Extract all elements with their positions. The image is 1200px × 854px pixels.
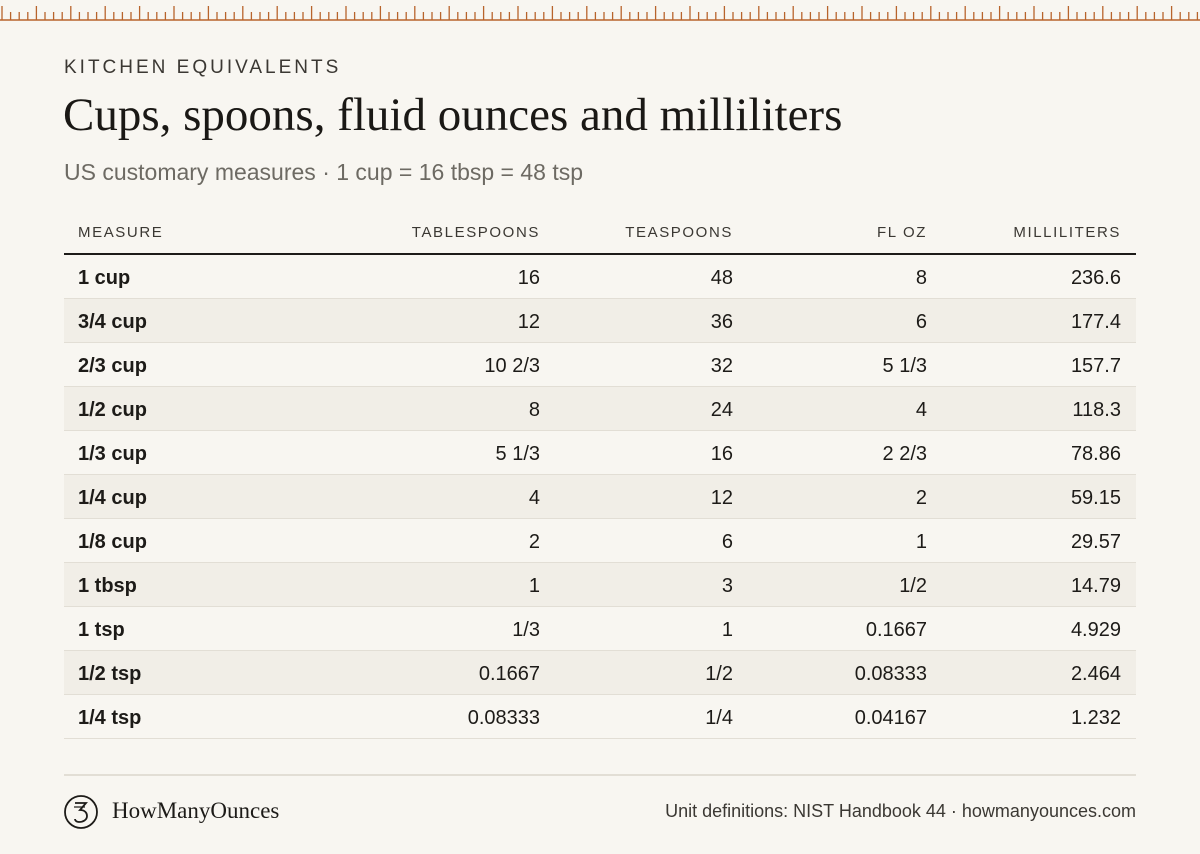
eyebrow: KITCHEN EQUIVALENTS — [64, 57, 342, 78]
table-row: 1/2 cup 8 24 4 118.3 — [64, 387, 1136, 431]
table-cell: 1 — [528, 575, 540, 597]
row-label: 1 tbsp — [78, 575, 137, 597]
table-cell: 1/3 — [512, 619, 540, 641]
table-cell: 118.3 — [1072, 399, 1121, 421]
table-cell: 5 1/3 — [882, 355, 927, 377]
table-row: 1 cup 16 48 8 236.6 — [64, 255, 1136, 299]
table-cell: 4 — [915, 399, 927, 421]
table-cell: 2 2/3 — [882, 443, 927, 465]
row-label: 1 tsp — [78, 619, 125, 641]
row-label: 3/4 cup — [78, 311, 147, 333]
row-label: 2/3 cup — [78, 355, 147, 377]
row-label: 1 cup — [78, 267, 131, 289]
row-label: 1/2 cup — [78, 399, 147, 421]
table-cell: 177.4 — [1070, 311, 1121, 333]
column-header: TEASPOONS — [625, 224, 733, 241]
ruler-decoration — [0, 6, 1200, 21]
column-header: FL OZ — [877, 224, 927, 241]
row-label: 1/4 cup — [78, 487, 147, 509]
table-cell: 59.15 — [1070, 487, 1121, 509]
table-cell: 24 — [710, 399, 733, 421]
table-cell: 78.86 — [1070, 443, 1121, 465]
table-cell: 1 — [721, 619, 733, 641]
table-cell: 0.08333 — [854, 663, 927, 685]
table-cell: 0.04167 — [854, 707, 927, 729]
table-cell: 8 — [915, 267, 927, 289]
subtitle: US customary measures · 1 cup = 16 tbsp … — [64, 159, 584, 185]
table-cell: 0.08333 — [467, 707, 540, 729]
table-row: 1/3 cup 5 1/3 16 2 2/3 78.86 — [64, 431, 1136, 475]
table-cell: 157.7 — [1070, 355, 1121, 377]
column-header: TABLESPOONS — [411, 224, 540, 241]
table-cell: 2 — [915, 487, 927, 509]
table-row: 1/4 cup 4 12 2 59.15 — [64, 475, 1136, 519]
table-row: 1/2 tsp 0.1667 1/2 0.08333 2.464 — [64, 651, 1136, 695]
table-row: 1 tsp 1/3 1 0.1667 4.929 — [64, 607, 1136, 651]
row-label: 1/4 tsp — [78, 707, 142, 729]
table-cell: 1 — [915, 531, 927, 553]
table-cell: 3 — [721, 575, 733, 597]
table-cell: 1/2 — [899, 575, 927, 597]
table-row: 3/4 cup 12 36 6 177.4 — [64, 299, 1136, 343]
table-cell: 236.6 — [1070, 267, 1121, 289]
row-label: 1/3 cup — [78, 443, 147, 465]
table-cell: 2.464 — [1070, 663, 1121, 685]
table-row: 1/4 tsp 0.08333 1/4 0.04167 1.232 — [64, 695, 1136, 739]
table-cell: 4 — [528, 487, 540, 509]
table-cell: 16 — [517, 267, 540, 289]
table-cell: 0.1667 — [865, 619, 927, 641]
table-cell: 29.57 — [1070, 531, 1121, 553]
table-body: 1 cup 16 48 8 236.6 3/4 cup 12 36 6 177.4 2/3 cup 1… — [64, 255, 1136, 739]
table-cell: 10 2/3 — [484, 355, 540, 377]
table-cell: 12 — [710, 487, 733, 509]
header-row: MEASURE TABLESPOONS TEASPOONS FL OZ MILLILIT… — [64, 210, 1136, 255]
table-cell: 2 — [528, 531, 540, 553]
conversion-table: MEASURE TABLESPOONS TEASPOONS FL OZ MILLILIT… — [64, 210, 1136, 739]
table-cell: 5 1/3 — [495, 443, 540, 465]
table-cell: 0.1667 — [478, 663, 540, 685]
footer-divider — [64, 774, 1136, 776]
table-cell: 14.79 — [1070, 575, 1121, 597]
column-header: MEASURE — [78, 224, 164, 241]
table-cell: 32 — [710, 355, 733, 377]
table-cell: 1/2 — [705, 663, 733, 685]
title: Cups, spoons, fluid ounces and millilite… — [63, 89, 843, 141]
table-cell: 1.232 — [1070, 707, 1121, 729]
table-cell: 48 — [710, 267, 733, 289]
table-cell: 4.929 — [1070, 619, 1121, 641]
brand-logo — [64, 795, 98, 829]
row-label: 1/8 cup — [78, 531, 147, 553]
table-cell: 6 — [721, 531, 733, 553]
table-cell: 36 — [710, 311, 733, 333]
table-row: 2/3 cup 10 2/3 32 5 1/3 157.7 — [64, 343, 1136, 387]
table-cell: 1/4 — [705, 707, 733, 729]
source-note: Unit definitions: NIST Handbook 44 · how… — [665, 801, 1136, 821]
table-row: 1/8 cup 2 6 1 29.57 — [64, 519, 1136, 563]
table-cell: 8 — [528, 399, 540, 421]
row-label: 1/2 tsp — [78, 663, 142, 685]
table-row: 1 tbsp 1 3 1/2 14.79 — [64, 563, 1136, 607]
column-header: MILLILITERS — [1013, 224, 1121, 241]
table-cell: 6 — [915, 311, 927, 333]
table-cell: 12 — [517, 311, 540, 333]
brand-name: HowManyOunces — [112, 798, 280, 823]
table-cell: 16 — [710, 443, 733, 465]
